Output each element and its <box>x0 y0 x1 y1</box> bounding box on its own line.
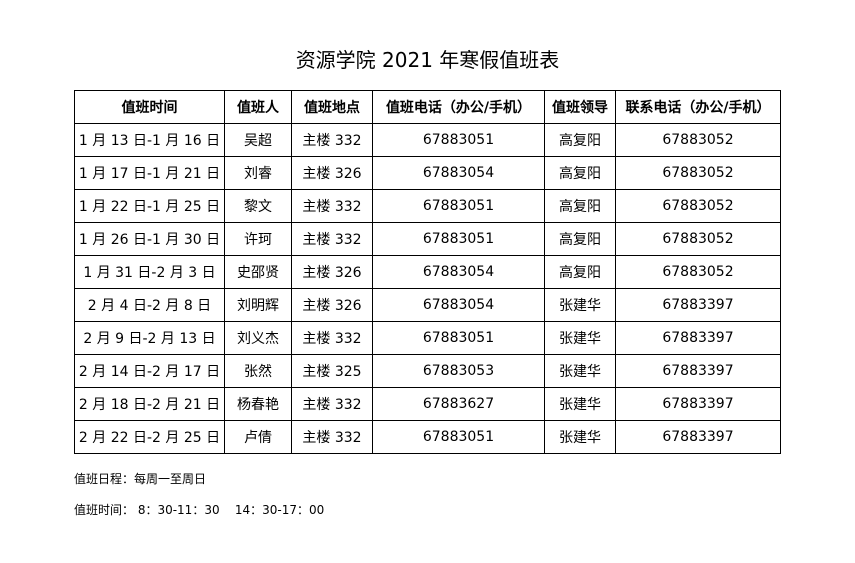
column-header: 值班电话（办公/手机） <box>372 90 545 124</box>
table-cell: 67883051 <box>372 123 545 157</box>
table-cell: 67883052 <box>615 189 781 223</box>
column-header: 联系电话（办公/手机） <box>615 90 781 124</box>
table-cell: 1 月 13 日-1 月 16 日 <box>74 123 225 157</box>
table-cell: 67883397 <box>615 354 781 388</box>
table-cell: 高复阳 <box>544 255 616 289</box>
table-cell: 67883054 <box>372 288 545 322</box>
table-cell: 67883397 <box>615 288 781 322</box>
table-cell: 主楼 325 <box>291 354 373 388</box>
table-cell: 67883052 <box>615 156 781 190</box>
column-header: 值班地点 <box>291 90 373 124</box>
table-row: 2 月 4 日-2 月 8 日刘明辉 主楼 326 67883054 张建华 67883… <box>74 288 781 322</box>
table-cell: 1 月 26 日-1 月 30 日 <box>74 222 225 256</box>
table-cell: 主楼 326 <box>291 255 373 289</box>
table-cell: 高复阳 <box>544 222 616 256</box>
table-cell: 67883052 <box>615 222 781 256</box>
table-cell: 张建华 <box>544 354 616 388</box>
schedule-note: 值班日程：每周一至周日 <box>74 472 207 486</box>
table-cell: 许珂 <box>224 222 292 256</box>
table-cell: 2 月 18 日-2 月 21 日 <box>74 387 225 421</box>
table-cell: 67883051 <box>372 222 545 256</box>
table-cell: 主楼 326 <box>291 288 373 322</box>
table-cell: 67883397 <box>615 387 781 421</box>
table-cell: 67883627 <box>372 387 545 421</box>
table-cell: 主楼 332 <box>291 222 373 256</box>
table-row: 1 月 17 日-1 月 21 日刘睿 主楼 326 67883054 高复阳 6788… <box>74 156 781 190</box>
table-cell: 主楼 332 <box>291 321 373 355</box>
table-cell: 主楼 332 <box>291 420 373 454</box>
table-cell: 1 月 31 日-2 月 3 日 <box>74 255 225 289</box>
table-cell: 2 月 4 日-2 月 8 日 <box>74 288 225 322</box>
table-row: 1 月 22 日-1 月 25 日黎文 主楼 332 67883051 高复阳 6788… <box>74 189 781 223</box>
table-cell: 67883052 <box>615 123 781 157</box>
table-cell: 主楼 332 <box>291 189 373 223</box>
table-cell: 主楼 332 <box>291 387 373 421</box>
column-header: 值班领导 <box>544 90 616 124</box>
table-cell: 卢倩 <box>224 420 292 454</box>
table-cell: 67883054 <box>372 156 545 190</box>
table-row: 2 月 14 日-2 月 17 日张然 主楼 325 67883053 张建华 6788… <box>74 354 781 388</box>
table-row: 2 月 22 日-2 月 25 日卢倩 主楼 332 67883051 张建华 6788… <box>74 420 781 454</box>
table-cell: 高复阳 <box>544 189 616 223</box>
table-cell: 2 月 9 日-2 月 13 日 <box>74 321 225 355</box>
table-cell: 高复阳 <box>544 123 616 157</box>
table-cell: 67883052 <box>615 255 781 289</box>
table-cell: 张然 <box>224 354 292 388</box>
page-title: 资源学院 2021 年寒假值班表 <box>295 48 560 72</box>
table-cell: 刘明辉 <box>224 288 292 322</box>
table-cell: 67883397 <box>615 321 781 355</box>
table-cell: 张建华 <box>544 288 616 322</box>
table-cell: 史邵贤 <box>224 255 292 289</box>
table-row: 2 月 9 日-2 月 13 日刘义杰 主楼 332 67883051 张建华 6788… <box>74 321 781 355</box>
table-cell: 1 月 17 日-1 月 21 日 <box>74 156 225 190</box>
table-cell: 吴超 <box>224 123 292 157</box>
table-row: 1 月 26 日-1 月 30 日许珂 主楼 332 67883051 高复阳 6788… <box>74 222 781 256</box>
table-cell: 张建华 <box>544 420 616 454</box>
table-cell: 高复阳 <box>544 156 616 190</box>
column-header: 值班时间 <box>74 90 225 124</box>
table-cell: 刘睿 <box>224 156 292 190</box>
hours-note: 值班时间： 8：30-11：30 14：30-17：00 <box>74 503 325 517</box>
table-row: 2 月 18 日-2 月 21 日杨春艳 主楼 332 67883627 张建华 678… <box>74 387 781 421</box>
table-cell: 杨春艳 <box>224 387 292 421</box>
table-cell: 67883397 <box>615 420 781 454</box>
table-cell: 2 月 22 日-2 月 25 日 <box>74 420 225 454</box>
duty-table: 值班时间 值班人 值班地点 值班电话（办公/手机） 值班领导 联系电话（办公/手机） 1 … <box>74 90 781 454</box>
table-cell: 67883054 <box>372 255 545 289</box>
table-row: 1 月 31 日-2 月 3 日史邵贤 主楼 326 67883054 高复阳 6788… <box>74 255 781 289</box>
table-cell: 刘义杰 <box>224 321 292 355</box>
table-cell: 67883051 <box>372 189 545 223</box>
table-cell: 67883051 <box>372 420 545 454</box>
table-cell: 主楼 332 <box>291 123 373 157</box>
column-header: 值班人 <box>224 90 292 124</box>
table-cell: 2 月 14 日-2 月 17 日 <box>74 354 225 388</box>
table-cell: 67883051 <box>372 321 545 355</box>
table-header-row: 值班时间 值班人 值班地点 值班电话（办公/手机） 值班领导 联系电话（办公/手机） <box>74 90 781 124</box>
table-cell: 黎文 <box>224 189 292 223</box>
table-row: 1 月 13 日-1 月 16 日吴超 主楼 332 67883051 高复阳 6788… <box>74 123 781 157</box>
table-cell: 1 月 22 日-1 月 25 日 <box>74 189 225 223</box>
table-cell: 主楼 326 <box>291 156 373 190</box>
table-cell: 67883053 <box>372 354 545 388</box>
table-cell: 张建华 <box>544 321 616 355</box>
table-cell: 张建华 <box>544 387 616 421</box>
